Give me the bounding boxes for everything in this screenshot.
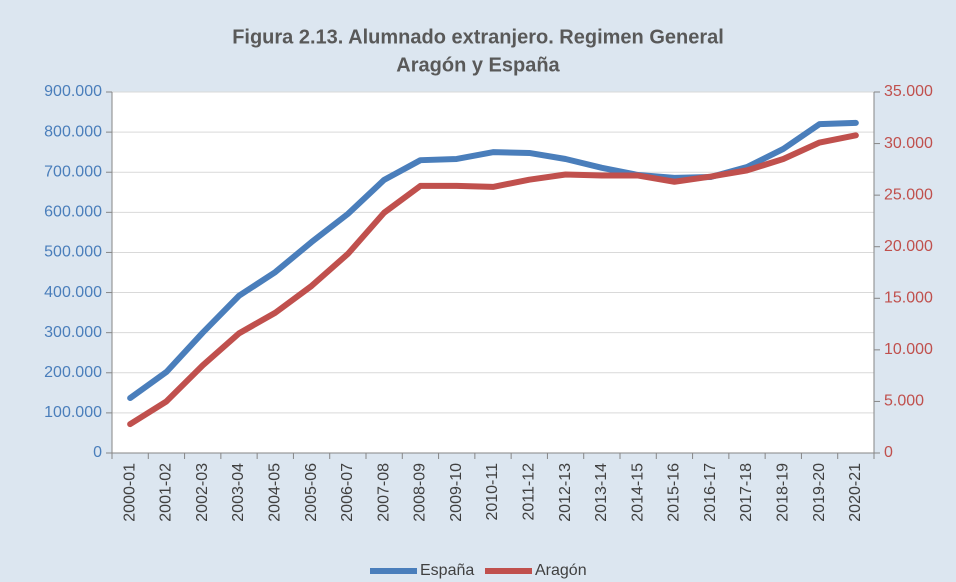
y-tick-label: 700.000 bbox=[44, 163, 102, 180]
y-tick-label: 900.000 bbox=[44, 83, 102, 100]
x-tick-label: 2003-04 bbox=[230, 463, 247, 522]
plot-area bbox=[112, 92, 874, 453]
x-tick-label: 2020-21 bbox=[847, 463, 864, 522]
y2-tick-label: 20.000 bbox=[884, 238, 933, 255]
x-tick-label: 2019-20 bbox=[811, 463, 828, 522]
x-tick-label: 2004-05 bbox=[267, 463, 284, 522]
legend-label: Aragón bbox=[535, 562, 587, 579]
y2-tick-label: 30.000 bbox=[884, 135, 933, 152]
line-series bbox=[127, 132, 859, 428]
y2-tick-label: 25.000 bbox=[884, 186, 933, 203]
x-tick-label: 2015-16 bbox=[666, 463, 683, 522]
y-tick-label: 100.000 bbox=[44, 404, 102, 421]
y-tick-label: 600.000 bbox=[44, 204, 102, 221]
y-tick-label: 500.000 bbox=[44, 244, 102, 261]
x-tick-label: 2009-10 bbox=[448, 463, 465, 522]
x-tick-label: 2013-14 bbox=[593, 463, 610, 522]
y2-tick-label: 10.000 bbox=[884, 341, 933, 358]
y-tick-label: 400.000 bbox=[44, 284, 102, 301]
y2-tick-label: 35.000 bbox=[884, 83, 933, 100]
y-tick-label: 0 bbox=[93, 444, 102, 461]
x-tick-label: 2008-09 bbox=[412, 463, 429, 522]
y-tick-label: 200.000 bbox=[44, 364, 102, 381]
x-tick-label: 2010-11 bbox=[484, 463, 501, 521]
chart-title: Figura 2.13. Alumnado extranjero. Regime… bbox=[232, 26, 724, 48]
x-tick-label: 2007-08 bbox=[375, 463, 392, 522]
legend-label: España bbox=[420, 562, 474, 579]
y2-tick-label: 0 bbox=[884, 444, 893, 461]
x-tick-label: 2011-12 bbox=[521, 463, 538, 521]
x-tick-label: 2000-01 bbox=[121, 463, 138, 522]
x-tick-label: 2005-06 bbox=[303, 463, 320, 522]
x-tick-label: 2001-02 bbox=[158, 463, 175, 522]
x-tick-label: 2012-13 bbox=[557, 463, 574, 522]
x-tick-label: 2018-19 bbox=[775, 463, 792, 522]
chart-subtitle: Aragón y España bbox=[396, 54, 560, 76]
y-tick-label: 300.000 bbox=[44, 324, 102, 341]
x-tick-label: 2016-17 bbox=[702, 463, 719, 522]
x-tick-label: 2002-03 bbox=[194, 463, 211, 522]
x-tick-label: 2014-15 bbox=[629, 463, 646, 522]
y-tick-label: 800.000 bbox=[44, 123, 102, 140]
x-tick-label: 2006-07 bbox=[339, 463, 356, 522]
y2-tick-label: 5.000 bbox=[884, 393, 924, 410]
y2-tick-label: 15.000 bbox=[884, 290, 933, 307]
x-tick-label: 2017-18 bbox=[738, 463, 755, 522]
